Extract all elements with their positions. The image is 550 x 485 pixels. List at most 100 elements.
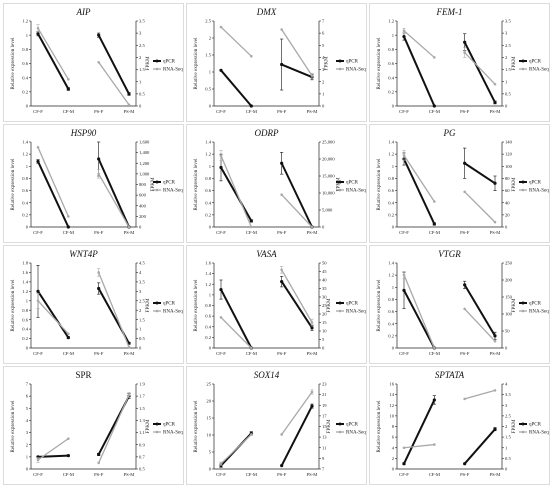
right-tick-label: 0	[139, 104, 142, 109]
right-tick-label: 3.5	[139, 279, 145, 284]
right-tick-label: 10	[322, 329, 327, 334]
legend-qpcr-label: qPCR	[346, 302, 359, 307]
series-line	[220, 434, 252, 465]
panel-title: VTGR	[438, 249, 461, 259]
left-tick-label: 1	[26, 298, 29, 303]
data-point	[250, 54, 253, 58]
panel-title: AIP	[76, 7, 91, 17]
legend: qPCR RNA-Seq	[153, 422, 183, 436]
panel-frame	[186, 3, 367, 122]
right-axis-title: FPKM	[326, 419, 332, 434]
data-point	[36, 146, 40, 149]
right-axis-title: FPKM	[326, 298, 332, 313]
left-tick-label: 0.8	[22, 176, 28, 181]
x-tick-label: PS-M	[490, 230, 501, 235]
series-line	[464, 389, 496, 400]
left-tick-label: 0.6	[22, 61, 28, 66]
legend-rnaseq-label: RNA-Seq	[529, 310, 549, 315]
left-tick-label: 0.4	[205, 324, 211, 329]
legend-rnaseq-marker	[521, 67, 525, 71]
left-tick-label: 0.6	[205, 188, 211, 193]
left-tick-label: 1.4	[205, 140, 211, 145]
right-tick-label: 140	[505, 140, 513, 145]
x-tick-label: CF-F	[33, 351, 43, 356]
x-tick-label: PS-F	[277, 109, 287, 114]
data-point	[250, 225, 253, 229]
data-point	[280, 433, 283, 436]
right-tick-label: 150	[505, 295, 513, 300]
left-tick-label: 1.4	[388, 261, 394, 266]
legend-rnaseq-marker	[155, 67, 159, 71]
legend-qpcr-label: qPCR	[163, 302, 176, 307]
right-tick-label: 23	[322, 382, 327, 387]
legend-qpcr-marker	[338, 301, 342, 305]
data-point	[66, 336, 70, 340]
data-point	[310, 404, 314, 408]
legend-qpcr-label: qPCR	[529, 60, 542, 65]
right-axis-title: FPKM	[150, 177, 156, 192]
left-axis-title: Relative expression level	[376, 279, 382, 332]
legend: qPCR RNA-Seq	[519, 59, 549, 73]
series-line	[281, 391, 313, 435]
series-line	[280, 281, 313, 329]
series-line	[281, 63, 313, 79]
series-line	[403, 289, 436, 349]
left-tick-label: 12	[389, 403, 394, 408]
panel-title: VASA	[256, 249, 277, 259]
left-tick-label: 1	[209, 164, 212, 169]
left-tick-label: 1	[392, 285, 395, 290]
data-point	[402, 29, 406, 33]
left-tick-label: 1	[26, 164, 29, 169]
right-tick-label: 1.5	[505, 435, 511, 440]
data-point	[280, 28, 283, 31]
right-tick-label: 0.5	[139, 91, 145, 96]
right-tick-label: 3	[139, 31, 142, 36]
data-point	[463, 462, 467, 466]
x-tick-label: PS-F	[460, 472, 470, 477]
data-point	[493, 100, 497, 105]
legend-qpcr-label: qPCR	[529, 181, 542, 186]
data-point	[463, 51, 466, 54]
right-tick-label: 19	[322, 403, 327, 408]
legend-qpcr-marker	[155, 301, 159, 305]
right-tick-label: 10,000	[322, 191, 335, 197]
left-tick-label: 0.6	[388, 188, 394, 193]
data-point	[433, 56, 436, 59]
legend-qpcr-marker	[338, 422, 342, 426]
series-line	[403, 274, 435, 349]
data-point	[463, 307, 466, 311]
series-line	[220, 26, 252, 57]
left-tick-label: 0.4	[22, 327, 28, 332]
rnaseq-series	[402, 389, 497, 450]
left-axis-title: Relative expression level	[193, 37, 199, 90]
qpcr-series	[219, 403, 314, 468]
left-tick-label: 6	[26, 394, 29, 399]
panel-title: DMX	[256, 7, 277, 17]
data-point	[493, 82, 497, 86]
right-tick-label: 1,000	[139, 171, 150, 177]
series-line	[220, 69, 253, 107]
right-tick-label: 2	[139, 308, 142, 313]
left-tick-label: 0.2	[22, 212, 28, 217]
left-tick-label: 0.5	[205, 87, 211, 92]
legend-rnaseq-marker	[155, 188, 159, 192]
x-tick-label: CF-F	[33, 230, 43, 235]
right-tick-label: 0.5	[139, 467, 145, 472]
x-tick-label: CF-F	[399, 109, 409, 114]
series-line	[281, 269, 313, 323]
left-tick-label: 0.6	[22, 188, 28, 193]
left-tick-label: 0.8	[388, 47, 394, 52]
series-line	[220, 167, 253, 222]
left-tick-label: 4	[392, 445, 395, 450]
x-tick-label: PS-F	[460, 109, 470, 114]
panel-title: ODRP	[255, 128, 279, 138]
panel-title: SPTATA	[435, 370, 465, 380]
rnaseq-series	[402, 27, 497, 86]
right-tick-label: 3	[505, 31, 508, 36]
left-axis-title: Relative expression level	[10, 279, 16, 332]
data-point	[219, 165, 223, 170]
right-tick-label: 2.5	[505, 413, 511, 418]
left-tick-label: 0.4	[388, 321, 394, 326]
legend-qpcr-label: qPCR	[346, 60, 359, 65]
left-tick-label: 0.2	[388, 89, 394, 94]
